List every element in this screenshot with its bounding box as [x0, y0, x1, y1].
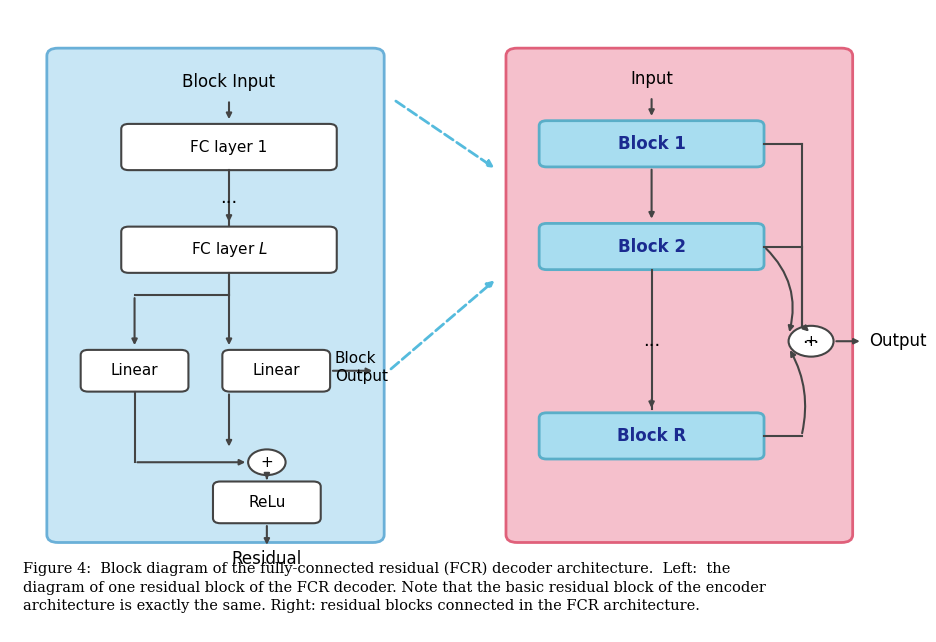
Text: Block 1: Block 1: [617, 135, 685, 153]
FancyBboxPatch shape: [538, 223, 763, 270]
FancyBboxPatch shape: [222, 350, 329, 392]
Circle shape: [248, 449, 285, 475]
FancyBboxPatch shape: [538, 413, 763, 459]
Text: Linear: Linear: [110, 363, 158, 378]
Text: FC layer 1: FC layer 1: [190, 139, 268, 155]
Text: Linear: Linear: [252, 363, 300, 378]
Text: +: +: [804, 334, 816, 349]
Text: Residual: Residual: [231, 550, 301, 568]
Text: FC layer $L$: FC layer $L$: [190, 240, 267, 259]
FancyBboxPatch shape: [121, 227, 336, 273]
FancyBboxPatch shape: [121, 124, 336, 170]
FancyBboxPatch shape: [212, 482, 320, 523]
FancyBboxPatch shape: [80, 350, 188, 392]
FancyBboxPatch shape: [538, 121, 763, 167]
Text: Block Input: Block Input: [183, 73, 275, 91]
Text: ...: ...: [642, 332, 660, 351]
FancyBboxPatch shape: [505, 48, 852, 542]
Text: Figure 4:  Block diagram of the fully-connected residual (FCR) decoder architect: Figure 4: Block diagram of the fully-con…: [23, 562, 766, 613]
Text: Input: Input: [630, 70, 672, 88]
Text: Block 2: Block 2: [617, 238, 685, 256]
Circle shape: [788, 326, 833, 357]
Text: Block R: Block R: [617, 427, 685, 445]
Text: ...: ...: [220, 189, 238, 207]
Text: +: +: [260, 455, 273, 470]
Text: ReLu: ReLu: [248, 495, 285, 510]
Text: Output: Output: [869, 332, 926, 351]
FancyBboxPatch shape: [47, 48, 384, 542]
Text: ...: ...: [801, 329, 819, 347]
Text: Block
Output: Block Output: [334, 351, 388, 384]
